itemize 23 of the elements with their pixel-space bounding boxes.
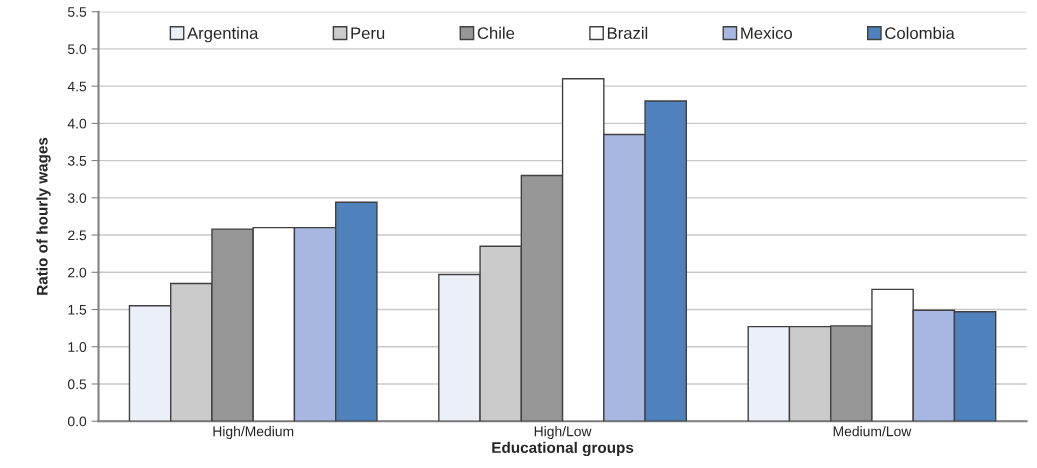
y-tick-label: 3.0 — [67, 193, 87, 204]
legend-label: Argentina — [187, 26, 259, 43]
legend-label: Peru — [351, 27, 385, 40]
legend-label: Chile — [477, 26, 515, 40]
y-tick-label: 0.0 — [67, 416, 87, 427]
y-tick-label: 4.5 — [67, 81, 87, 92]
x-tick-label: High/Low — [534, 426, 592, 440]
y-tick-label: 4.0 — [67, 118, 87, 129]
y-tick-label: 1.5 — [68, 305, 87, 315]
legend-label: Colombia — [885, 26, 955, 40]
x-tick-label: Medium/Low — [833, 426, 912, 437]
y-tick-label: 2.5 — [68, 230, 87, 241]
x-axis-title: Educational groups — [492, 441, 634, 457]
legend-label: Brazil — [607, 26, 648, 40]
y-tick-label: 2.0 — [68, 267, 87, 278]
legend-label: Mexico — [741, 26, 792, 40]
y-tick-label: 3.5 — [67, 155, 87, 166]
y-tick-label: 5.5 — [67, 7, 87, 17]
y-tick-label: 1.0 — [68, 342, 87, 352]
x-tick-label: High/Medium — [213, 426, 294, 440]
y-tick-label: 5.0 — [67, 44, 87, 55]
y-tick-label: 0.5 — [67, 379, 87, 390]
y-axis-title: Ratio of hourly wages — [36, 137, 51, 295]
